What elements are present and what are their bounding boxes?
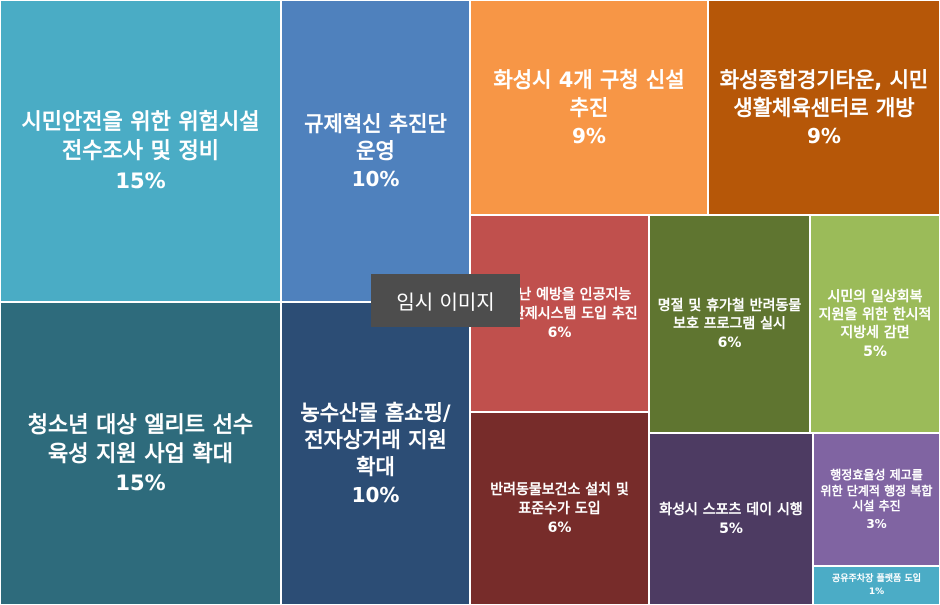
tile-value-label: 9%	[572, 123, 606, 148]
treemap-tile-sports-town: 화성종합경기타운, 시민 생활체육센터로 개방 9%	[708, 0, 940, 215]
tile-value-label: 6%	[547, 519, 572, 536]
placeholder-image-label: 임시 이미지	[371, 274, 520, 327]
tile-label: 행정효율성 제고를 위한 단계적 행정 복합 시설 추진	[820, 468, 933, 514]
tile-label: 공유주차장 플랫폼 도입	[831, 573, 922, 584]
treemap-tile-youth-athlete: 청소년 대상 엘리트 선수 육성 지원 사업 확대 15%	[0, 302, 281, 605]
treemap-tile-sports-day: 화성시 스포츠 데이 시행 5%	[649, 433, 813, 605]
tile-value-label: 6%	[547, 324, 572, 341]
tile-value-label: 15%	[115, 168, 166, 193]
tile-value-label: 1%	[868, 587, 885, 598]
tile-value-label: 5%	[863, 344, 887, 361]
treemap-tile-admin-complex: 행정효율성 제고를 위한 단계적 행정 복합 시설 추진 3%	[813, 433, 940, 566]
tile-label: 화성종합경기타운, 시민 생활체육센터로 개방	[719, 68, 929, 120]
tile-value-label: 10%	[351, 483, 400, 508]
treemap-tile-district-offices: 화성시 4개 구청 신설 추진 9%	[470, 0, 708, 215]
treemap-tile-pet-health-center: 반려동물보건소 설치 및 표준수가 도입 6%	[470, 412, 649, 605]
treemap-tile-shared-parking: 공유주차장 플랫폼 도입 1%	[813, 566, 940, 605]
tile-label: 규제혁신 추진단 운영	[304, 111, 447, 163]
tile-label: 반려동물보건소 설치 및 표준수가 도입	[490, 482, 629, 517]
tile-label: 시민안전을 위한 위험시설 전수조사 및 정비	[21, 110, 260, 164]
treemap-tile-regulation-innovation: 규제혁신 추진단 운영 10%	[281, 0, 470, 302]
tile-value-label: 5%	[719, 521, 743, 538]
tile-value-label: 10%	[351, 167, 400, 192]
tile-value-label: 9%	[807, 123, 841, 148]
tile-label: 및 재난 예방을 인공지능 통합 관제시스템 도입 추진	[481, 287, 638, 322]
tile-value-label: 15%	[115, 471, 166, 496]
treemap-tile-local-tax-relief: 시민의 일상회복 지원을 위한 한시적 지방세 감면 5%	[810, 215, 940, 433]
tile-label: 농수산물 홈쇼핑/ 전자상거래 지원 확대	[300, 400, 451, 480]
tile-label: 시민의 일상회복 지원을 위한 한시적 지방세 감면	[818, 288, 932, 342]
treemap-tile-pet-protection: 명절 및 휴가철 반려동물 보호 프로그램 실시 6%	[649, 215, 810, 433]
tile-label: 화성시 스포츠 데이 시행	[659, 501, 803, 518]
tile-label: 화성시 4개 구청 신설 추진	[493, 68, 685, 120]
treemap-tile-safety-inspection: 시민안전을 위한 위험시설 전수조사 및 정비 15%	[0, 0, 281, 302]
tile-value-label: 6%	[717, 335, 742, 352]
tile-label: 명절 및 휴가철 반려동물 보호 프로그램 실시	[657, 297, 802, 332]
tile-label: 청소년 대상 엘리트 선수 육성 지원 사업 확대	[27, 412, 254, 467]
treemap-tile-agri-homeshopping: 농수산물 홈쇼핑/ 전자상거래 지원 확대 10%	[281, 302, 470, 605]
tile-value-label: 3%	[866, 516, 887, 531]
